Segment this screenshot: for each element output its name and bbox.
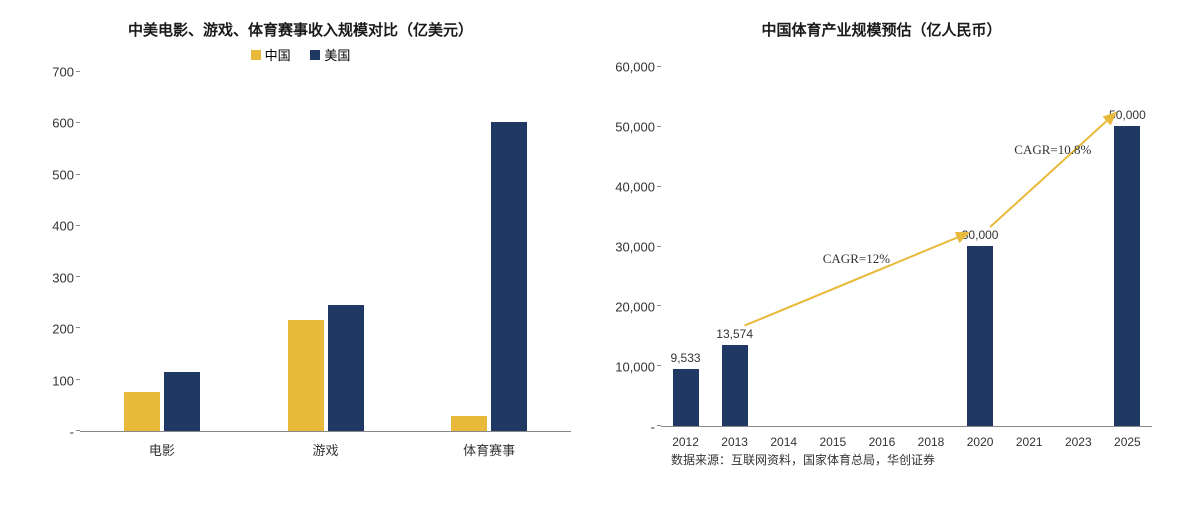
bar-value-label: 13,574 [716,327,753,341]
bar-value-label: 30,000 [962,228,999,242]
y-tick-label: - [651,420,655,435]
x-label: 2013 [710,427,759,449]
y-tick-mark [657,246,661,247]
x-label: 2023 [1054,427,1103,449]
y-tick-mark [657,186,661,187]
left-x-labels: 电影游戏体育赛事 [30,432,571,459]
right-plot: 9,533 13,574 30,000 50,000 CAGR=12% CAGR=10.… [661,67,1152,427]
left-plot-area: -100200300400500600700 [30,72,571,432]
y-tick-label: 600 [52,116,74,131]
y-tick-mark [76,379,80,380]
bar-china [288,320,324,431]
bar-group: 30,000 [956,246,1005,426]
y-tick-mark [76,225,80,226]
bar-group: 13,574 [710,345,759,426]
x-label: 2015 [808,427,857,449]
y-tick-mark [76,71,80,72]
x-label: 2016 [857,427,906,449]
y-tick-label: 200 [52,322,74,337]
left-bars-container [80,72,571,431]
y-tick-mark [76,122,80,123]
left-chart-legend: 中国 美国 [30,45,571,64]
bar-usa [164,372,200,431]
right-y-axis: -10,00020,00030,00040,00050,00060,000 [611,67,661,427]
x-label: 2020 [956,427,1005,449]
cagr-annotation: CAGR=10.8% [1014,142,1091,158]
y-tick-label: 400 [52,219,74,234]
y-tick-mark [657,365,661,366]
y-tick-label: 40,000 [615,180,655,195]
y-tick-mark [657,126,661,127]
legend-label-usa: 美国 [324,45,350,64]
x-label: 游戏 [244,432,408,459]
bar: 9,533 [673,369,699,426]
swatch-usa [310,50,320,60]
y-tick-label: 30,000 [615,240,655,255]
x-label: 电影 [80,432,244,459]
right-bars-container: 9,533 13,574 30,000 50,000 [661,67,1152,426]
cagr-annotation: CAGR=12% [823,251,890,267]
bar-group: 9,533 [661,369,710,426]
y-tick-mark [657,66,661,67]
bar: 30,000 [967,246,993,426]
bar-group [407,122,571,431]
left-y-axis: -100200300400500600700 [30,72,80,432]
legend-item-usa: 美国 [310,45,350,64]
bar: 50,000 [1114,126,1140,426]
source-note: 数据来源：互联网资料，国家体育总局，华创证券 [611,451,1152,468]
y-tick-mark [76,327,80,328]
bar-group: 50,000 [1103,126,1152,426]
y-tick-label: 20,000 [615,300,655,315]
bar-value-label: 9,533 [671,351,701,365]
y-tick-label: 60,000 [615,60,655,75]
swatch-china [251,50,261,60]
bar: 13,574 [722,345,748,426]
y-tick-mark [76,276,80,277]
x-label: 2014 [759,427,808,449]
x-label: 2018 [906,427,955,449]
bar-value-label: 50,000 [1109,108,1146,122]
bar-usa [491,122,527,431]
legend-label-china: 中国 [265,45,291,64]
legend-item-china: 中国 [251,45,291,64]
y-tick-label: 300 [52,270,74,285]
y-tick-label: 700 [52,65,74,80]
bar-china [451,416,487,431]
y-tick-label: 500 [52,167,74,182]
left-chart-panel: 中美电影、游戏、体育赛事收入规模对比（亿美元） 中国 美国 - 100 200 300… [30,20,571,468]
y-tick-mark [76,174,80,175]
bar-group [244,305,408,431]
right-plot-area: -10,00020,00030,00040,00050,00060,000 9,… [611,67,1152,427]
y-tick-label: - [70,425,74,440]
x-label: 2025 [1103,427,1152,449]
y-tick-label: 100 [52,373,74,388]
x-label: 2021 [1005,427,1054,449]
left-chart-title: 中美电影、游戏、体育赛事收入规模对比（亿美元） [30,20,571,41]
charts-row: 中美电影、游戏、体育赛事收入规模对比（亿美元） 中国 美国 - 100 200 300… [30,20,1152,468]
bar-group [80,372,244,431]
y-tick-label: 50,000 [615,120,655,135]
bar-usa [328,305,364,431]
y-tick-mark [657,425,661,426]
left-plot [80,72,571,432]
x-label: 2012 [661,427,710,449]
y-tick-mark [76,430,80,431]
right-chart-panel: 中国体育产业规模预估（亿人民币） - 10,000 20,000 30,000 40,0… [611,20,1152,468]
right-chart-title: 中国体育产业规模预估（亿人民币） [611,20,1152,41]
y-tick-mark [657,305,661,306]
right-x-labels: 2012201320142015201620182020202120232025 [611,427,1152,449]
x-label: 体育赛事 [407,432,571,459]
bar-china [124,392,160,431]
y-tick-label: 10,000 [615,360,655,375]
